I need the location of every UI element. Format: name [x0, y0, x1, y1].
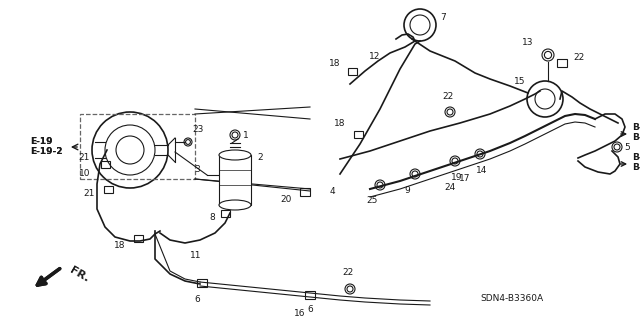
Circle shape: [542, 49, 554, 61]
Text: 12: 12: [369, 52, 381, 61]
Bar: [557, 59, 567, 67]
Text: 9: 9: [404, 186, 410, 195]
Bar: [300, 188, 310, 196]
Text: 18: 18: [333, 118, 345, 128]
Text: 20: 20: [280, 195, 292, 204]
Circle shape: [410, 169, 420, 179]
Text: B-33-10: B-33-10: [632, 123, 640, 132]
Text: B-33-20: B-33-20: [632, 133, 640, 143]
Text: 19: 19: [451, 173, 463, 182]
Text: 2: 2: [257, 153, 262, 162]
Text: 4: 4: [330, 187, 335, 196]
Text: 13: 13: [522, 38, 533, 47]
Circle shape: [345, 284, 355, 294]
Bar: [100, 160, 109, 167]
Text: E-19: E-19: [30, 137, 52, 146]
Text: 11: 11: [190, 251, 202, 260]
Circle shape: [375, 180, 385, 190]
Ellipse shape: [219, 150, 251, 160]
Circle shape: [612, 142, 622, 152]
Text: 15: 15: [513, 77, 525, 85]
Bar: [219, 155, 251, 205]
Text: B-33-20: B-33-20: [632, 164, 640, 173]
Bar: [197, 279, 207, 287]
Text: 21: 21: [84, 189, 95, 198]
Text: FR.: FR.: [68, 265, 91, 285]
Bar: [134, 234, 143, 241]
Text: SDN4-B3360A: SDN4-B3360A: [480, 294, 543, 303]
Text: 17: 17: [460, 174, 471, 183]
Text: B-33-10: B-33-10: [632, 153, 640, 162]
Bar: [80, 114, 195, 179]
Ellipse shape: [219, 200, 251, 210]
Text: 5: 5: [624, 143, 630, 152]
Text: 18: 18: [113, 241, 125, 249]
Text: 14: 14: [476, 166, 488, 175]
Text: 3: 3: [195, 166, 200, 174]
Bar: [348, 68, 356, 75]
Text: E-19-2: E-19-2: [30, 147, 63, 157]
Circle shape: [184, 138, 192, 146]
Text: E-19-2: E-19-2: [30, 147, 63, 157]
Bar: [221, 210, 230, 217]
Text: 21: 21: [79, 152, 90, 161]
Text: 23: 23: [192, 125, 204, 134]
Text: 22: 22: [442, 92, 454, 101]
Text: 8: 8: [209, 212, 215, 221]
Text: 10: 10: [79, 169, 90, 179]
Circle shape: [445, 107, 455, 117]
Text: 7: 7: [440, 13, 445, 22]
Bar: [353, 130, 362, 137]
Text: 24: 24: [444, 183, 456, 192]
Text: 16: 16: [294, 309, 306, 318]
Text: 1: 1: [243, 130, 249, 139]
Text: 22: 22: [342, 268, 354, 277]
Bar: [104, 186, 113, 192]
Text: 6: 6: [307, 305, 313, 314]
Text: 22: 22: [573, 53, 584, 62]
Text: 6: 6: [194, 295, 200, 304]
Circle shape: [450, 156, 460, 166]
Text: E-19: E-19: [30, 137, 52, 146]
Bar: [305, 291, 315, 299]
Circle shape: [475, 149, 485, 159]
Circle shape: [230, 130, 240, 140]
Text: 25: 25: [366, 196, 378, 205]
Text: 18: 18: [328, 60, 340, 69]
